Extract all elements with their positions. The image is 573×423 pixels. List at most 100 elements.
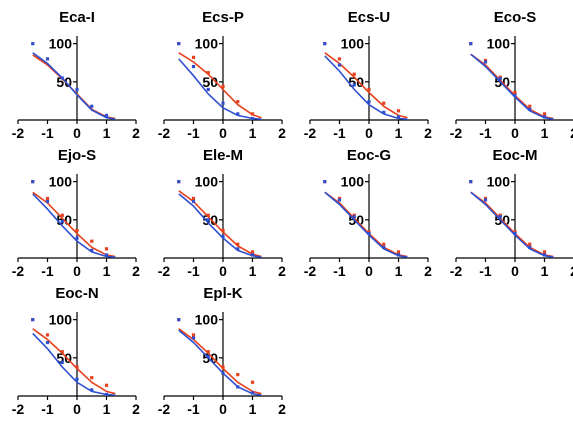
blue-data-point bbox=[236, 385, 240, 389]
x-tick-label: -1 bbox=[333, 263, 346, 279]
blue-data-point bbox=[483, 60, 488, 64]
blue-data-point bbox=[221, 371, 225, 375]
blue-data-point bbox=[352, 83, 356, 87]
red-series-line bbox=[32, 328, 116, 395]
blue-data-point bbox=[104, 113, 109, 118]
blue-data-point bbox=[177, 42, 181, 46]
red-data-point bbox=[236, 373, 240, 377]
red-data-point bbox=[206, 213, 210, 217]
blue-series-line bbox=[178, 58, 262, 120]
red-series-line bbox=[32, 54, 116, 120]
y-tick-label: 50 bbox=[202, 74, 218, 90]
x-tick-label: -2 bbox=[304, 125, 317, 141]
y-tick-label: 100 bbox=[195, 174, 219, 190]
x-tick-label: -1 bbox=[479, 125, 492, 141]
blue-series-line bbox=[32, 193, 116, 258]
blue-data-point bbox=[528, 245, 532, 249]
red-series-line bbox=[178, 328, 262, 395]
x-tick-label: 1 bbox=[249, 125, 257, 141]
blue-data-point bbox=[45, 199, 50, 204]
red-data-point bbox=[90, 239, 94, 243]
blue-data-point bbox=[337, 63, 342, 67]
blue-series-line bbox=[178, 193, 262, 258]
blue-data-point bbox=[104, 253, 109, 257]
y-tick-label: 100 bbox=[49, 36, 73, 52]
red-series-line bbox=[324, 52, 408, 119]
red-data-point bbox=[542, 112, 547, 116]
x-tick-label: 2 bbox=[278, 401, 286, 417]
blue-data-point bbox=[236, 112, 240, 116]
red-data-point bbox=[221, 228, 225, 233]
blue-data-point bbox=[396, 253, 401, 257]
panel-title: Ejo-S bbox=[58, 147, 96, 164]
blue-data-point bbox=[206, 354, 210, 358]
blue-data-point bbox=[528, 107, 532, 111]
y-tick-label: 100 bbox=[341, 36, 365, 52]
red-data-point bbox=[236, 242, 240, 246]
x-tick-label: 1 bbox=[395, 263, 403, 279]
x-tick-label: 2 bbox=[424, 125, 432, 141]
x-tick-label: -2 bbox=[158, 401, 171, 417]
x-tick-label: 2 bbox=[570, 125, 573, 141]
red-data-point bbox=[528, 242, 532, 246]
x-tick-label: -1 bbox=[41, 125, 54, 141]
panel-title: Eca-I bbox=[59, 9, 95, 26]
red-data-point bbox=[221, 365, 225, 369]
blue-series-line bbox=[324, 55, 408, 120]
panel-eoc-n: Eoc-N -2 -1 0 1 2 50 100 bbox=[12, 285, 140, 417]
red-series-line bbox=[178, 52, 262, 119]
blue-data-point bbox=[191, 199, 196, 204]
x-tick-label: -1 bbox=[479, 263, 492, 279]
x-tick-label: 0 bbox=[219, 125, 227, 141]
blue-data-point bbox=[75, 87, 79, 92]
red-data-point bbox=[396, 250, 401, 254]
blue-data-point bbox=[45, 340, 50, 345]
red-data-point bbox=[337, 57, 342, 61]
red-data-point bbox=[75, 365, 79, 369]
blue-data-point bbox=[90, 248, 94, 252]
panel-title: Ecs-U bbox=[348, 9, 391, 26]
red-data-point bbox=[528, 104, 532, 108]
red-data-point bbox=[90, 376, 94, 380]
red-data-point bbox=[75, 228, 79, 233]
blue-data-point bbox=[60, 76, 64, 80]
blue-data-point bbox=[75, 377, 79, 381]
y-tick-label: 100 bbox=[195, 36, 219, 52]
x-tick-label: 2 bbox=[278, 125, 286, 141]
blue-data-point bbox=[323, 42, 327, 46]
x-tick-label: 0 bbox=[219, 401, 227, 417]
y-tick-label: 50 bbox=[56, 350, 72, 366]
panel-epl-k: Epl-K -2 -1 0 1 2 50 100 bbox=[158, 285, 286, 417]
x-tick-label: -2 bbox=[12, 125, 25, 141]
blue-data-point bbox=[382, 110, 386, 114]
red-data-point bbox=[396, 109, 401, 113]
x-tick-label: 1 bbox=[541, 263, 549, 279]
x-tick-label: -2 bbox=[12, 263, 25, 279]
red-data-point bbox=[250, 250, 255, 254]
x-tick-label: 2 bbox=[132, 125, 140, 141]
blue-data-point bbox=[367, 100, 371, 104]
x-tick-label: 0 bbox=[365, 263, 373, 279]
y-tick-label: 100 bbox=[195, 312, 219, 328]
y-tick-label: 50 bbox=[348, 74, 364, 90]
blue-data-point bbox=[104, 392, 109, 397]
blue-data-point bbox=[469, 180, 473, 184]
blue-series-line bbox=[470, 53, 554, 120]
panel-title: Epl-K bbox=[203, 285, 242, 302]
panel-ecs-u: Ecs-U -2 -1 0 1 2 50 100 bbox=[304, 9, 432, 141]
blue-data-point bbox=[31, 42, 35, 46]
blue-data-point bbox=[191, 64, 196, 69]
panel-title: Ecs-P bbox=[202, 9, 244, 26]
blue-data-point bbox=[60, 360, 64, 364]
blue-data-point bbox=[90, 104, 94, 108]
x-tick-label: -2 bbox=[158, 263, 171, 279]
red-series-line bbox=[178, 190, 262, 258]
blue-data-point bbox=[177, 180, 181, 184]
blue-data-point bbox=[513, 93, 517, 98]
x-tick-label: 2 bbox=[132, 401, 140, 417]
red-data-point bbox=[60, 350, 64, 354]
